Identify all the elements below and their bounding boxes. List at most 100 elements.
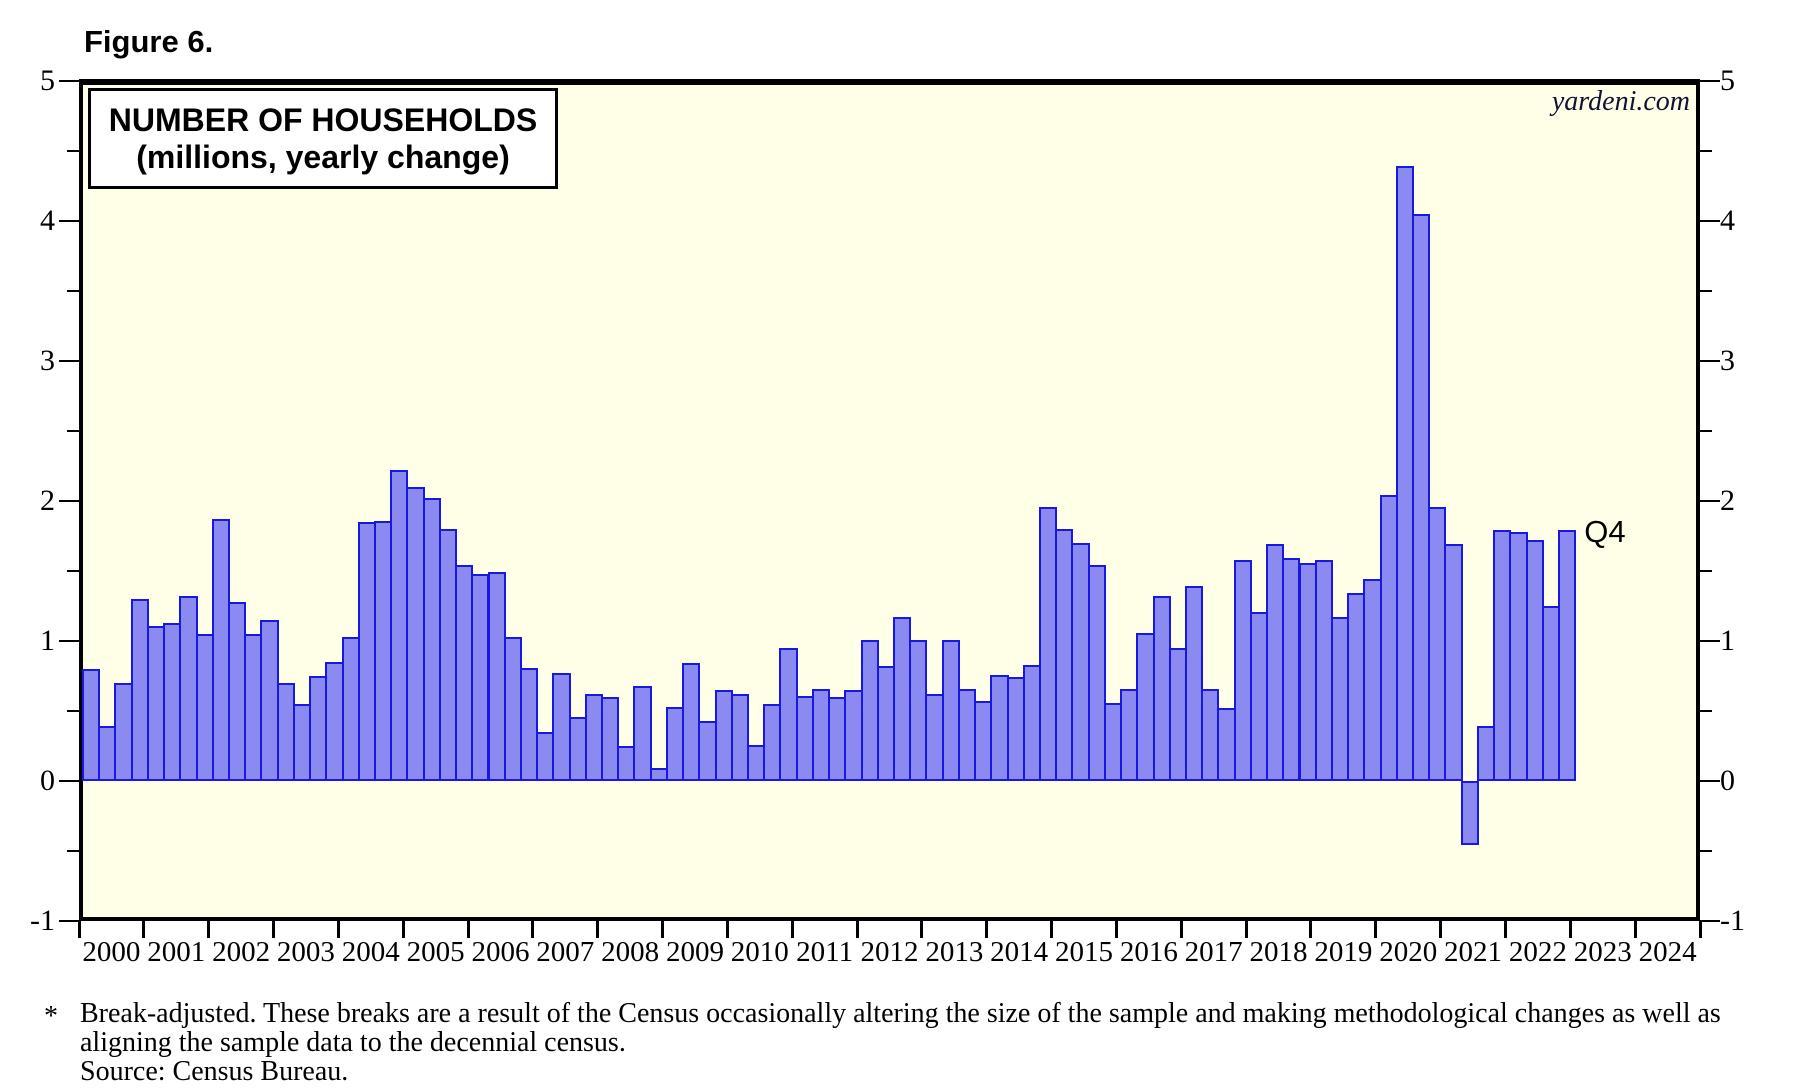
- y-axis-label-left: -1: [30, 904, 55, 937]
- y-major-tick-left: [59, 220, 79, 222]
- x-axis-label-2008: 2008: [601, 936, 660, 968]
- x-year-tick: [1244, 921, 1248, 938]
- y-major-tick-right: [1700, 640, 1720, 642]
- x-year-tick: [336, 921, 340, 938]
- chart-title: NUMBER OF HOUSEHOLDS: [108, 101, 538, 138]
- x-axis-label-2010: 2010: [730, 936, 789, 968]
- y-minor-tick-left: [67, 150, 79, 152]
- x-axis-label-2004: 2004: [341, 936, 400, 968]
- x-year-tick: [985, 921, 989, 938]
- x-axis-label-2002: 2002: [212, 936, 271, 968]
- x-axis-label-2021: 2021: [1444, 936, 1503, 968]
- bar-2021Q2: [1460, 781, 1479, 846]
- y-major-tick-right: [1700, 220, 1720, 222]
- y-major-tick-left: [59, 640, 79, 642]
- x-axis-label-2017: 2017: [1184, 936, 1243, 968]
- x-axis-label-2007: 2007: [536, 936, 595, 968]
- footnote-line-1: Break-adjusted. These breaks are a resul…: [80, 998, 1721, 1029]
- x-year-tick: [1633, 921, 1637, 938]
- x-axis-label-2013: 2013: [925, 936, 984, 968]
- x-axis-label-2014: 2014: [990, 936, 1049, 968]
- x-axis-label-2019: 2019: [1314, 936, 1373, 968]
- y-axis-label-right: 5: [1720, 64, 1735, 97]
- y-axis-label-left: 2: [40, 484, 55, 517]
- y-minor-tick-right: [1700, 850, 1712, 852]
- y-axis-label-right: 4: [1720, 204, 1735, 237]
- bar-2010Q1: [730, 694, 750, 781]
- x-year-tick: [77, 921, 81, 938]
- x-axis-label-2001: 2001: [147, 936, 206, 968]
- y-minor-tick-right: [1700, 150, 1712, 152]
- y-minor-tick-right: [1700, 710, 1712, 712]
- x-year-tick: [790, 921, 794, 938]
- plot-area: [82, 83, 1696, 917]
- y-major-tick-left: [59, 80, 79, 82]
- y-axis-label-right: 3: [1720, 344, 1735, 377]
- x-year-tick: [661, 921, 665, 938]
- y-major-tick-right: [1700, 360, 1720, 362]
- x-axis-label-2003: 2003: [276, 936, 335, 968]
- bar-2021Q1: [1444, 544, 1463, 781]
- x-year-tick: [1309, 921, 1313, 938]
- y-axis-label-right: 0: [1720, 764, 1735, 797]
- x-year-tick: [272, 921, 276, 938]
- x-year-tick: [1503, 921, 1507, 938]
- x-axis-label-2000: 2000: [82, 936, 141, 968]
- y-major-tick-left: [59, 780, 79, 782]
- y-axis-label-right: -1: [1720, 904, 1745, 937]
- y-minor-tick-left: [67, 570, 79, 572]
- x-year-tick: [1374, 921, 1378, 938]
- y-major-tick-right: [1700, 80, 1720, 82]
- bar-2008Q3: [633, 685, 652, 781]
- x-axis-label-2022: 2022: [1508, 936, 1567, 968]
- x-axis-label-2015: 2015: [1055, 936, 1113, 968]
- bar-2008Q1: [601, 697, 620, 781]
- bar-2006Q4: [519, 667, 539, 781]
- x-year-tick: [596, 921, 600, 938]
- footnote-line-3: Source: Census Bureau.: [80, 1056, 349, 1087]
- y-axis-label-left: 1: [40, 624, 55, 657]
- x-year-tick: [1050, 921, 1054, 938]
- last-point-label: Q4: [1584, 514, 1626, 550]
- chart-title-box: NUMBER OF HOUSEHOLDS (millions, yearly c…: [88, 88, 558, 189]
- chart-subtitle: (millions, yearly change): [136, 138, 510, 175]
- y-minor-tick-left: [67, 430, 79, 432]
- y-major-tick-right: [1700, 780, 1720, 782]
- footnote-asterisk: *: [44, 1001, 58, 1032]
- x-year-tick: [1698, 921, 1702, 938]
- x-year-tick: [725, 921, 729, 938]
- x-axis-label-2018: 2018: [1249, 936, 1308, 968]
- x-year-tick: [920, 921, 924, 938]
- x-axis-label-2009: 2009: [665, 936, 724, 968]
- y-minor-tick-right: [1700, 570, 1712, 572]
- x-year-tick: [401, 921, 405, 938]
- x-year-tick: [142, 921, 146, 938]
- x-axis-label-2006: 2006: [471, 936, 530, 968]
- y-axis-label-right: 2: [1720, 484, 1735, 517]
- y-major-tick-left: [59, 920, 79, 922]
- bar-2020Q3: [1412, 214, 1431, 781]
- bar-2022Q4: [1558, 530, 1577, 781]
- y-major-tick-right: [1700, 500, 1720, 502]
- y-major-tick-right: [1700, 920, 1720, 922]
- y-axis-label-left: 0: [40, 764, 55, 797]
- y-minor-tick-left: [67, 850, 79, 852]
- y-axis-label-right: 1: [1720, 624, 1735, 657]
- y-minor-tick-left: [67, 290, 79, 292]
- x-axis-label-2024: 2024: [1638, 936, 1697, 968]
- bar-2017Q1: [1184, 586, 1204, 781]
- y-major-tick-left: [59, 360, 79, 362]
- bar-2015Q3: [1087, 565, 1106, 781]
- x-axis-label-2011: 2011: [796, 936, 854, 968]
- y-axis-label-left: 4: [40, 204, 55, 237]
- footnote-line-2: aligning the sample data to the decennia…: [80, 1027, 626, 1058]
- x-year-tick: [1114, 921, 1118, 938]
- x-year-tick: [466, 921, 470, 938]
- y-axis-label-left: 3: [40, 344, 55, 377]
- x-axis-label-2005: 2005: [406, 936, 465, 968]
- y-major-tick-left: [59, 500, 79, 502]
- x-axis-label-2012: 2012: [860, 936, 919, 968]
- bar-2000Q1: [82, 669, 101, 781]
- y-minor-tick-left: [67, 710, 79, 712]
- y-minor-tick-right: [1700, 290, 1712, 292]
